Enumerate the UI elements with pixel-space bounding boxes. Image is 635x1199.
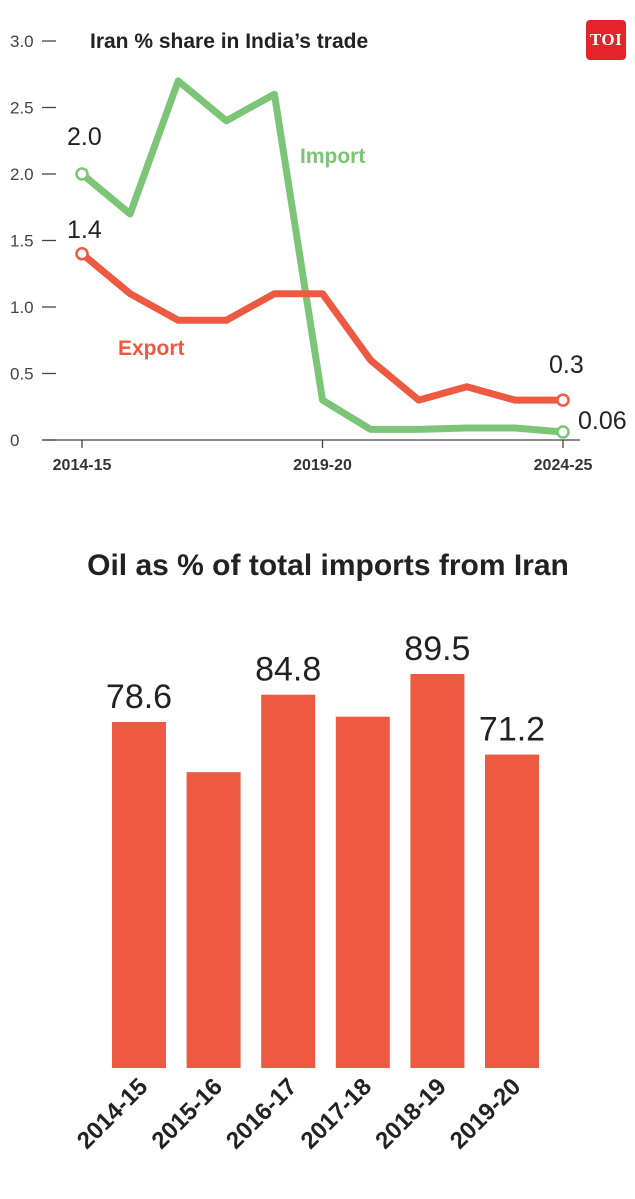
line-chart-labels: Import Export 2.0 1.4 0.3 0.06	[67, 123, 627, 435]
line-chart-axes: 0 0.5 1.0 1.5 2.0 2.5 3.0 2014-15 2019-20 2024-25	[10, 32, 592, 474]
bar-value-label: 78.6	[106, 678, 172, 716]
bar-value-label: 89.5	[404, 630, 470, 668]
y-tick-label: 1.5	[10, 232, 34, 251]
import-end-marker	[75, 167, 89, 181]
export-end-marker	[556, 393, 570, 407]
x-tick-label: 2024-25	[534, 457, 593, 474]
bar	[335, 716, 390, 1068]
y-tick-label: 0.5	[10, 365, 34, 384]
bar-chart-title: Oil as % of total imports from Iran	[87, 549, 569, 582]
bar-category-label: 2016-17	[221, 1073, 302, 1154]
y-tick-label: 1.0	[10, 298, 34, 317]
bar-value-label: 71.2	[479, 711, 545, 749]
import-series-line	[78, 77, 567, 436]
bar	[410, 674, 465, 1068]
bar	[112, 721, 166, 1068]
export-legend-label: Export	[118, 337, 185, 360]
export-start-value-label: 1.4	[67, 216, 102, 244]
bar-category-label: 2019-20	[445, 1073, 526, 1154]
bar-chart: Oil as % of total imports from Iran 78.6…	[72, 549, 569, 1155]
x-tick-label: 2019-20	[293, 457, 352, 474]
bar	[261, 694, 316, 1068]
bar-category-label: 2015-16	[146, 1073, 227, 1154]
bar-category-label: 2017-18	[296, 1073, 377, 1154]
bar-category-label: 2018-19	[370, 1073, 451, 1154]
bar-value-label: 84.8	[255, 651, 321, 689]
bar-chart-category-labels: 2014-152015-162016-172017-182018-192019-…	[72, 1073, 526, 1154]
y-tick-label: 0	[10, 431, 19, 450]
bar	[485, 754, 539, 1068]
toi-logo: TOI	[586, 20, 626, 60]
bar	[186, 772, 241, 1068]
export-end-value-label: 0.3	[549, 351, 584, 379]
line-chart: Iran % share in India’s trade 0 0.5 1.0 1.5…	[10, 30, 627, 474]
bar-chart-bars	[112, 674, 539, 1068]
y-tick-label: 2.5	[10, 99, 34, 118]
bar-category-label: 2014-15	[72, 1073, 153, 1154]
y-tick-label: 3.0	[10, 32, 34, 51]
line-chart-title: Iran % share in India’s trade	[90, 30, 368, 53]
export-end-marker	[75, 247, 89, 261]
line-chart-series	[75, 77, 570, 439]
x-tick-label: 2014-15	[53, 457, 112, 474]
import-end-value-label: 0.06	[578, 407, 627, 435]
y-tick-label: 2.0	[10, 165, 34, 184]
import-start-value-label: 2.0	[67, 123, 102, 151]
import-legend-label: Import	[300, 145, 365, 168]
bar-chart-data-labels: 78.6 84.8 89.5 71.2	[106, 630, 545, 749]
import-end-marker	[556, 425, 570, 439]
export-series-line	[78, 250, 567, 404]
